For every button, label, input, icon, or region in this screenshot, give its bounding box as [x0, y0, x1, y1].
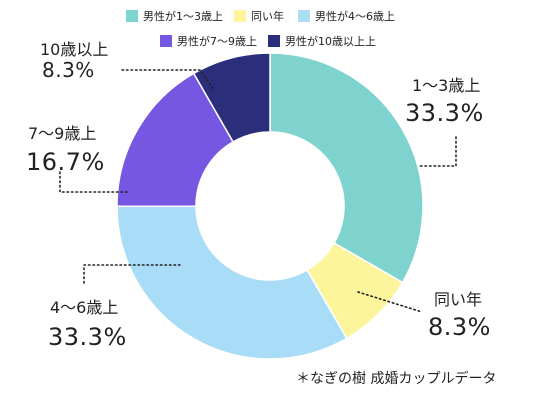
legend-label: 男性が1〜3歳上 — [143, 10, 223, 23]
leader-line — [121, 69, 215, 91]
data-label-name: 4〜6歳上 — [50, 298, 119, 317]
leader-line — [83, 264, 181, 287]
data-label-name: 同い年 — [434, 290, 483, 309]
donut-slice — [269, 52, 424, 284]
donut-slice — [116, 72, 235, 207]
source-note: ＊なぎの樹 成婚カップルデータ — [296, 371, 497, 387]
data-label-name: 1〜3歳上 — [412, 76, 481, 95]
data-label-value: 8.3% — [428, 313, 491, 341]
leader-line — [357, 291, 423, 313]
donut-slice — [116, 205, 348, 360]
legend-label: 男性が10歳以上上 — [285, 35, 376, 48]
data-label-value: 33.3% — [48, 323, 127, 351]
legend-item-4-6: 男性が4〜6歳上 — [298, 8, 395, 24]
data-label-name: 10歳以上 — [40, 40, 109, 59]
legend-item-10-plus: 男性が10歳以上上 — [268, 33, 376, 49]
legend-item-same-age: 同い年 — [234, 8, 284, 24]
legend-item-1-3: 男性が1〜3歳上 — [126, 8, 223, 24]
legend-swatch — [268, 35, 280, 47]
data-label-name: 7〜9歳上 — [28, 124, 97, 143]
leader-line — [417, 136, 457, 167]
legend-item-7-9: 男性が7〜9歳上 — [160, 33, 257, 49]
data-label-value: 8.3% — [42, 58, 95, 82]
legend-label: 同い年 — [251, 10, 284, 23]
legend-label: 男性が4〜6歳上 — [315, 10, 395, 23]
donut-slice — [192, 52, 271, 143]
data-label-value: 33.3% — [405, 99, 484, 127]
data-label-value: 16.7% — [26, 148, 105, 176]
legend-swatch — [234, 10, 246, 22]
legend-swatch — [298, 10, 310, 22]
leader-line — [59, 171, 131, 193]
legend-label: 男性が7〜9歳上 — [177, 35, 257, 48]
legend-swatch — [160, 35, 172, 47]
legend-swatch — [126, 10, 138, 22]
